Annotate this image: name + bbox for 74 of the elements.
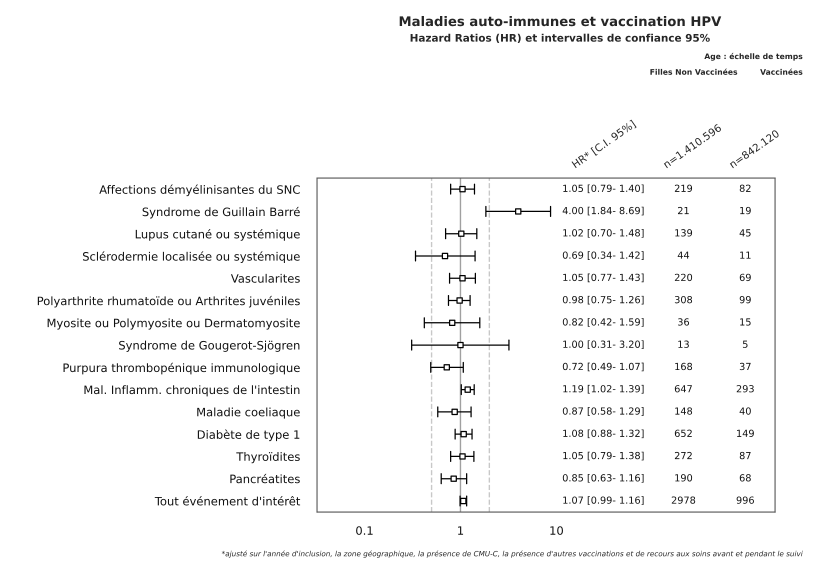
annotation: 293	[736, 385, 754, 392]
annotation: 1.05 [0.79- 1.38]	[563, 452, 644, 460]
annotation: 996	[736, 496, 754, 504]
y-tick-label: Mal. Inflamm. chroniques de l'intestin	[84, 385, 300, 396]
annotation: 2978	[672, 496, 696, 504]
x-tick-label: 1	[458, 526, 464, 535]
annotation: 0.98 [0.75- 1.26]	[562, 296, 644, 304]
point	[459, 453, 466, 460]
annotation: 21	[678, 206, 689, 214]
point	[458, 230, 465, 237]
y-tick-label: Syndrome de Guillain Barré	[142, 206, 300, 218]
annotation: 1.05 [0.79- 1.40]	[563, 184, 644, 194]
point	[456, 297, 463, 304]
y-tick-label: Myosite ou Polymyosite ou Dermatomyosite	[48, 318, 300, 330]
point	[460, 430, 467, 438]
y-tick-label: Diabète de type 1	[198, 430, 300, 442]
annotation: 1.08 [0.88- 1.32]	[563, 429, 644, 438]
annotation: 272	[674, 452, 692, 460]
annotation: 82	[740, 184, 751, 192]
annotation: 652	[674, 430, 692, 437]
annotation: 148	[675, 407, 692, 415]
annotation: 4.00 [1.84- 8.69]	[562, 206, 644, 216]
annotation: 68	[740, 474, 751, 482]
x-tick-label: 0.1	[356, 526, 373, 535]
y-tick-label: Affections démyélinisantes du SNC	[99, 184, 300, 196]
annotation: 308	[674, 296, 692, 304]
annotation: 5	[742, 340, 748, 348]
y-tick-label: Syndrome de Gougerot-Sjögren	[119, 340, 300, 352]
chart-title: Maladies auto-immunes et vaccination HPV	[400, 16, 722, 26]
annotation: 1.07 [0.99- 1.16]	[563, 496, 644, 505]
y-tick-label: Purpura thrombopénique immunologique	[64, 362, 300, 374]
y-tick-label: Tout événement d'intérêt	[154, 496, 300, 506]
annotation: 219	[674, 184, 692, 192]
y-tick-label: Sclérodermie localisée ou systémique	[82, 251, 300, 263]
point	[515, 208, 522, 215]
annotation: 1.19 [1.02- 1.39]	[563, 384, 644, 394]
annotation: 0.87 [0.58- 1.29]	[562, 407, 644, 416]
annotation: 0.69 [0.34- 1.42]	[562, 251, 644, 260]
x-tick-label: 10	[550, 526, 563, 535]
y-tick-label: Polyarthrite rhumatoïde ou Arthrites juvéniles	[38, 296, 300, 308]
y-tick-label: Maladie coeliaque	[197, 408, 300, 419]
annotation: 168	[675, 362, 692, 370]
y-tick-label: Pancréatites	[230, 474, 300, 484]
annotation: 13	[678, 340, 689, 348]
annotation: 99	[740, 296, 751, 304]
point	[459, 275, 466, 282]
annotation: 36	[678, 318, 690, 326]
annotation: 40	[740, 407, 751, 415]
annotation: 19	[740, 206, 751, 214]
annotation: 149	[737, 430, 754, 437]
annotation: 37	[740, 362, 751, 370]
point	[459, 186, 466, 192]
y-tick-label: Lupus cutané ou systémique	[136, 229, 300, 241]
point	[460, 498, 467, 504]
chart-subtitle: Hazard Ratios (HR) et intervalles de confiance 95%	[410, 34, 710, 43]
annotation: 87	[740, 452, 751, 460]
point	[457, 342, 464, 348]
annotation: 11	[740, 252, 751, 259]
annotation: 220	[674, 274, 692, 282]
annotation: 44	[678, 252, 690, 259]
y-tick-label: Thyroïdites	[236, 452, 300, 464]
annotation: 45	[740, 229, 751, 237]
annotation: 0.72 [0.49- 1.07]	[562, 362, 644, 372]
annotation: 190	[675, 474, 692, 482]
annotation: 647	[674, 385, 692, 392]
annotation: 1.05 [0.77- 1.43]	[563, 274, 644, 282]
annotation: 15	[740, 318, 751, 326]
annotation: 0.82 [0.42- 1.59]	[562, 318, 644, 327]
annotation: 1.00 [0.31- 3.20]	[563, 340, 644, 350]
annotation: 139	[675, 229, 692, 237]
annotation: 0.85 [0.63- 1.16]	[562, 474, 644, 483]
annotation: 1.02 [0.70- 1.48]	[563, 229, 644, 238]
annotation: 69	[740, 274, 751, 282]
y-tick-label: Vascularites	[230, 274, 300, 283]
